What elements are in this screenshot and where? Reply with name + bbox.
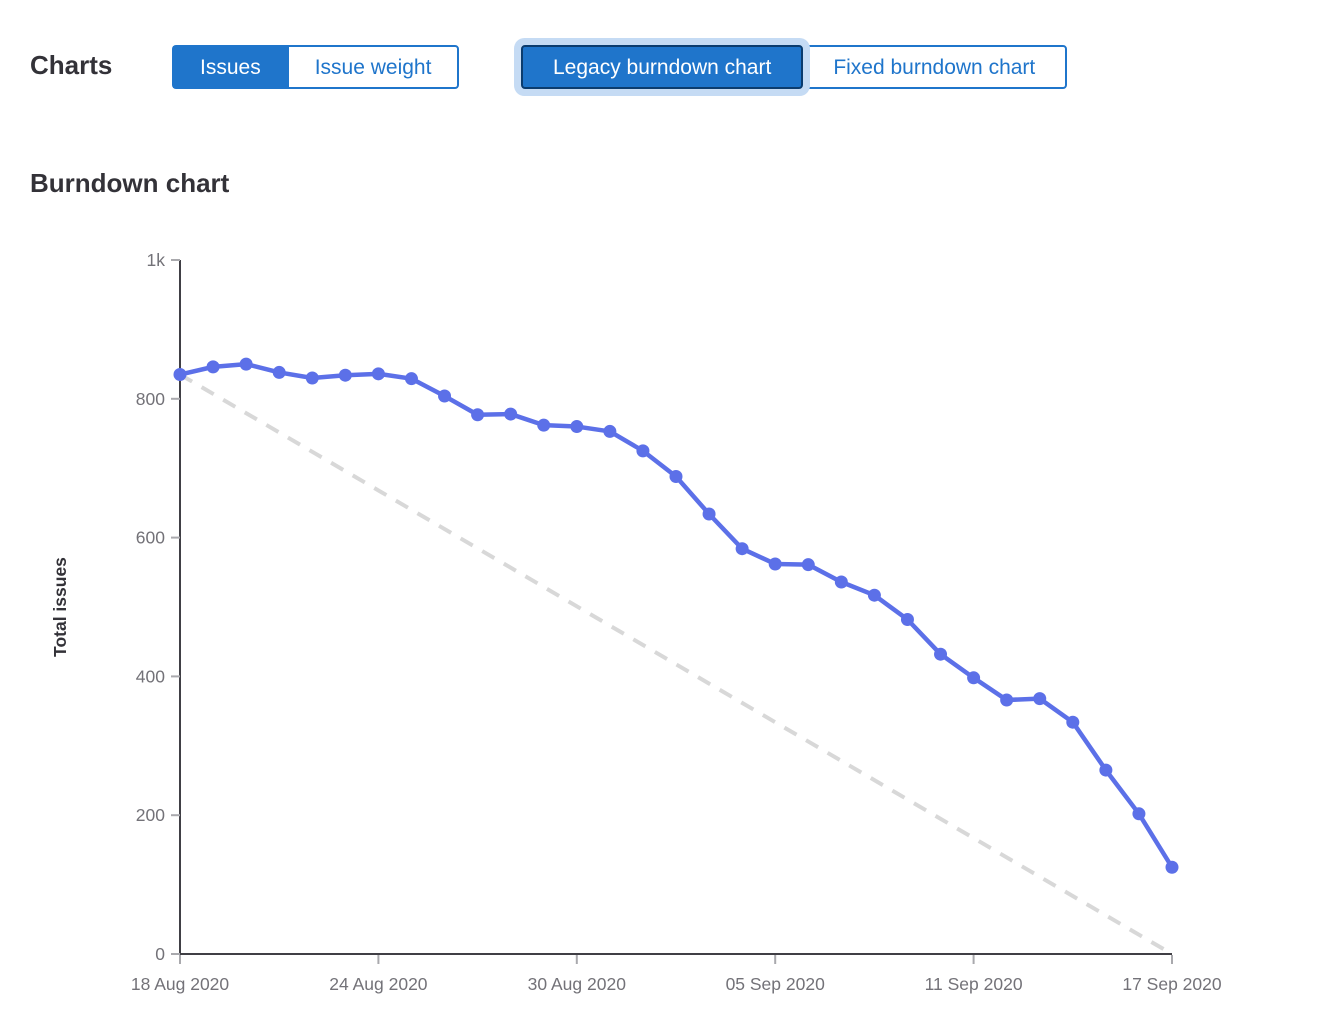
data-point[interactable] bbox=[1132, 807, 1146, 821]
data-point[interactable] bbox=[834, 575, 848, 589]
data-point[interactable] bbox=[206, 360, 220, 374]
data-point[interactable] bbox=[338, 368, 352, 382]
issue-weight-toggle-button[interactable]: Issue weight bbox=[286, 45, 460, 89]
data-point[interactable] bbox=[1165, 860, 1179, 874]
x-axis-tick-label: 17 Sep 2020 bbox=[1122, 974, 1222, 994]
x-axis-tick-label: 05 Sep 2020 bbox=[726, 974, 826, 994]
x-axis-tick-label: 30 Aug 2020 bbox=[528, 974, 627, 994]
data-point[interactable] bbox=[1099, 763, 1113, 777]
data-point[interactable] bbox=[537, 418, 551, 432]
y-axis-tick-label: 1k bbox=[147, 250, 166, 270]
data-point[interactable] bbox=[305, 371, 319, 385]
data-point[interactable] bbox=[636, 444, 650, 458]
guideline-dashed-line bbox=[178, 372, 1174, 956]
data-point[interactable] bbox=[1033, 692, 1047, 706]
issues-line bbox=[177, 361, 1175, 870]
x-axis-tick-label: 11 Sep 2020 bbox=[925, 974, 1023, 994]
y-axis-tick-label: 800 bbox=[136, 389, 165, 409]
y-axis-tick-label: 600 bbox=[136, 528, 165, 548]
burndown-chart-title: Burndown chart bbox=[30, 168, 230, 198]
metric-toggle-group: Issues Issue weight bbox=[172, 45, 460, 89]
data-point[interactable] bbox=[239, 357, 253, 371]
data-point[interactable] bbox=[404, 372, 418, 386]
data-point[interactable] bbox=[669, 470, 683, 484]
data-point[interactable] bbox=[438, 389, 452, 403]
data-point[interactable] bbox=[900, 612, 914, 626]
data-point[interactable] bbox=[570, 420, 584, 434]
y-axis-tick-label: 400 bbox=[136, 666, 165, 686]
y-axis-tick-label: 0 bbox=[155, 944, 165, 964]
data-point[interactable] bbox=[1066, 715, 1080, 729]
data-point[interactable] bbox=[768, 557, 782, 571]
charts-heading: Charts bbox=[30, 50, 113, 80]
data-point[interactable] bbox=[603, 424, 617, 438]
chart-type-toggle-group: Legacy burndown chart Fixed burndown cha… bbox=[521, 45, 1068, 89]
data-point[interactable] bbox=[471, 408, 485, 422]
data-point[interactable] bbox=[504, 407, 518, 421]
data-point[interactable] bbox=[173, 368, 187, 382]
data-point[interactable] bbox=[272, 365, 286, 379]
y-axis-title: Total issues bbox=[50, 557, 70, 657]
issues-toggle-button[interactable]: Issues bbox=[172, 45, 287, 89]
data-point[interactable] bbox=[867, 588, 881, 602]
data-point[interactable] bbox=[735, 542, 749, 556]
legacy-burndown-chart-button[interactable]: Legacy burndown chart bbox=[521, 45, 804, 89]
x-axis-tick-label: 24 Aug 2020 bbox=[329, 974, 428, 994]
data-point[interactable] bbox=[934, 647, 948, 661]
burndown-chart: 0 200 400 600 800 1k 18 Aug 2020 24 Aug 2020 30 … bbox=[0, 230, 1326, 1025]
fixed-burndown-chart-button[interactable]: Fixed burndown chart bbox=[801, 45, 1068, 89]
y-axis-tick-label: 200 bbox=[136, 805, 165, 825]
data-point[interactable] bbox=[371, 367, 385, 381]
data-point[interactable] bbox=[702, 507, 716, 521]
data-point[interactable] bbox=[967, 671, 981, 685]
data-point[interactable] bbox=[1000, 693, 1014, 707]
data-point[interactable] bbox=[801, 558, 815, 572]
burndown-chart-canvas: 0 200 400 600 800 1k 18 Aug 2020 24 Aug 2020 30 … bbox=[50, 250, 1222, 994]
x-axis-tick-label: 18 Aug 2020 bbox=[131, 974, 230, 994]
